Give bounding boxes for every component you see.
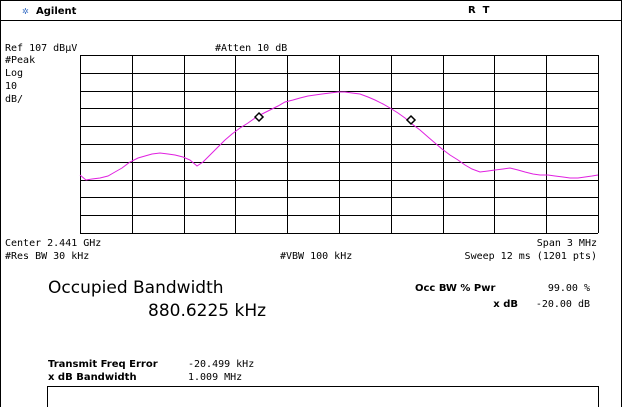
center-freq: Center 2.441 GHz bbox=[5, 238, 101, 249]
result-label: x dB Bandwidth bbox=[48, 372, 137, 383]
res-bw: #Res BW 30 kHz bbox=[5, 251, 89, 262]
occ-bw-label: Occ BW % Pwr bbox=[415, 283, 495, 294]
trace bbox=[79, 91, 599, 181]
sweep: Sweep 12 ms (1201 pts) bbox=[465, 251, 597, 262]
scale-line: Log bbox=[5, 68, 23, 79]
result-value: 1.009 MHz bbox=[188, 372, 242, 383]
measurement-value: 880.6225 kHz bbox=[148, 301, 266, 321]
ref-level: Ref 107 dBµV bbox=[5, 43, 77, 54]
span: Span 3 MHz bbox=[537, 238, 597, 249]
scale-line: dB/ bbox=[5, 94, 23, 105]
marker bbox=[405, 114, 417, 126]
measurement-title: Occupied Bandwidth bbox=[48, 278, 224, 298]
occ-bw-value: 99.00 % bbox=[548, 283, 590, 294]
brand: Agilent bbox=[36, 6, 77, 17]
result-value: -20.499 kHz bbox=[188, 359, 254, 370]
result-label: Transmit Freq Error bbox=[48, 359, 158, 370]
vbw: #VBW 100 kHz bbox=[280, 251, 352, 262]
marker bbox=[253, 111, 265, 123]
status: R T bbox=[468, 5, 490, 16]
xdb-label: x dB bbox=[493, 299, 518, 310]
message-box bbox=[47, 386, 599, 407]
graticule bbox=[80, 55, 599, 234]
logo-icon: ✲ bbox=[22, 4, 29, 17]
scale-line: 10 bbox=[5, 81, 17, 92]
scale-line: #Peak bbox=[5, 55, 35, 66]
attenuation: #Atten 10 dB bbox=[215, 43, 287, 54]
xdb-value: -20.00 dB bbox=[536, 299, 590, 310]
